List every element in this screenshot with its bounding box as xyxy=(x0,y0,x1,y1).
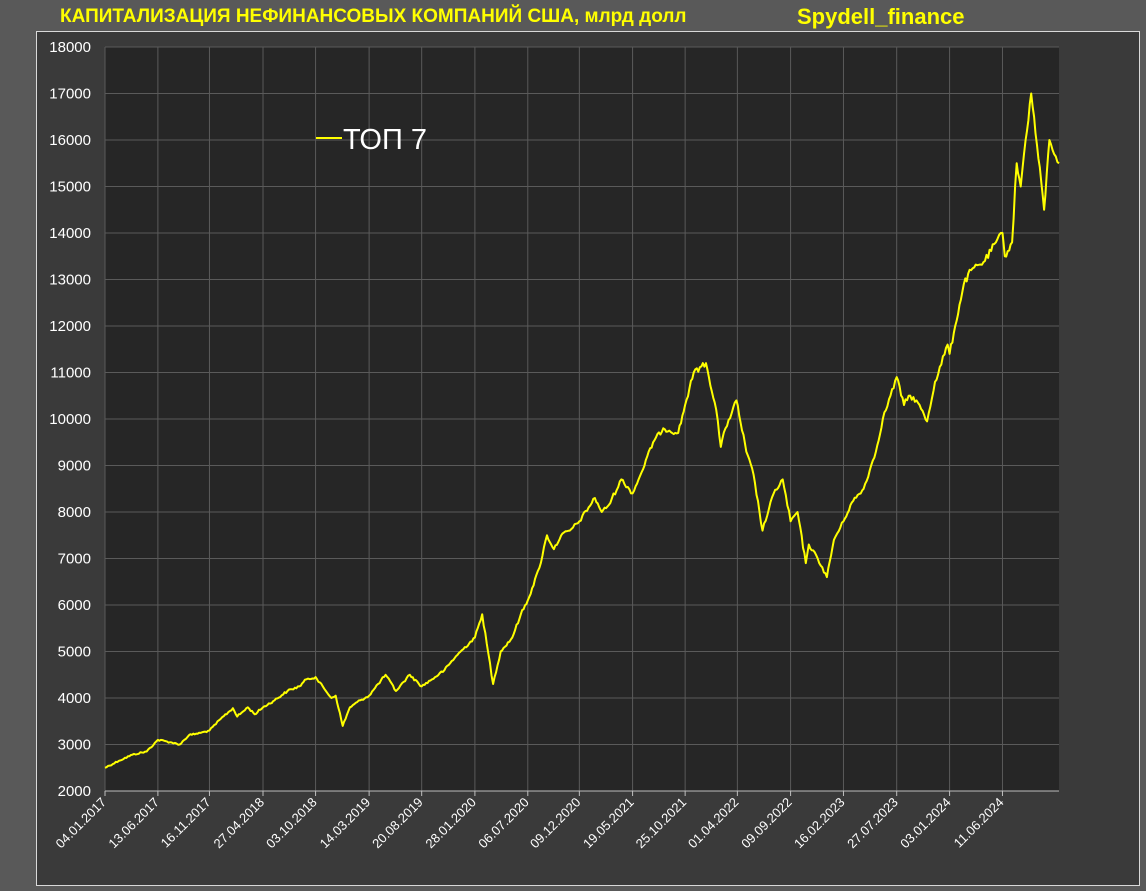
y-tick-label: 7000 xyxy=(58,551,91,568)
x-tick-label: 13.06.2017 xyxy=(105,795,162,852)
x-tick-label: 03.01.2024 xyxy=(897,795,954,852)
x-tick-label: 16.02.2023 xyxy=(791,795,848,852)
x-tick-label: 14.03.2019 xyxy=(317,795,374,852)
y-tick-label: 4000 xyxy=(58,690,91,707)
legend-entry: ТОП 7 xyxy=(343,124,427,156)
chart-title: КАПИТАЛИЗАЦИЯ НЕФИНАНСОВЫХ КОМПАНИЙ США,… xyxy=(60,6,687,27)
y-tick-label: 8000 xyxy=(58,504,91,521)
y-axis: 2000 3000 4000 5000 6000 7000 8000 9000 10000 110… xyxy=(49,39,91,800)
y-tick-label: 9000 xyxy=(58,458,91,475)
y-tick-label: 15000 xyxy=(49,179,91,196)
x-tick-label: 25.10.2021 xyxy=(633,795,690,852)
legend: ТОП 7 xyxy=(316,124,427,156)
x-tick-label: 27.04.2018 xyxy=(211,795,268,852)
x-tick-label: 16.11.2017 xyxy=(158,795,214,851)
y-tick-label: 10000 xyxy=(49,411,91,428)
x-tick-label: 11.06.2024 xyxy=(951,795,1007,851)
y-tick-label: 16000 xyxy=(49,132,91,149)
y-tick-label: 5000 xyxy=(58,644,91,661)
x-tick-label: 19.05.2021 xyxy=(580,795,637,852)
x-tick-label: 09.12.2020 xyxy=(527,795,584,852)
chart-panel: 2000 3000 4000 5000 6000 7000 8000 9000 10000 110… xyxy=(36,31,1140,886)
x-axis: 04.01.201713.06.201716.11.201727.04.2018… xyxy=(52,790,1059,852)
x-tick-label: 03.10.2018 xyxy=(263,795,320,852)
x-tick-label: 01.04.2022 xyxy=(685,795,742,852)
y-tick-label: 17000 xyxy=(49,86,91,103)
y-tick-label: 13000 xyxy=(49,272,91,289)
brand-label: Spydell_finance xyxy=(797,4,965,29)
series-layer xyxy=(104,92,1060,769)
chart-canvas: 2000 3000 4000 5000 6000 7000 8000 9000 10000 110… xyxy=(49,39,1060,852)
series-line-0 xyxy=(104,92,1060,769)
x-tick-label: 20.08.2019 xyxy=(369,795,426,852)
x-tick-label: 28.01.2020 xyxy=(422,795,479,852)
grid-lines xyxy=(104,46,1059,792)
y-tick-label: 3000 xyxy=(58,737,91,754)
x-tick-label: 06.07.2020 xyxy=(475,795,532,852)
x-tick-label: 04.01.2017 xyxy=(52,795,109,852)
y-tick-label: 18000 xyxy=(49,39,91,56)
y-tick-label: 11000 xyxy=(50,365,91,382)
x-tick-label: 27.07.2023 xyxy=(844,795,901,852)
y-tick-label: 12000 xyxy=(49,318,91,335)
y-tick-label: 14000 xyxy=(49,225,91,242)
x-tick-label: 09.09.2022 xyxy=(738,795,795,852)
y-tick-label: 6000 xyxy=(58,597,91,614)
y-tick-label: 2000 xyxy=(58,783,91,800)
